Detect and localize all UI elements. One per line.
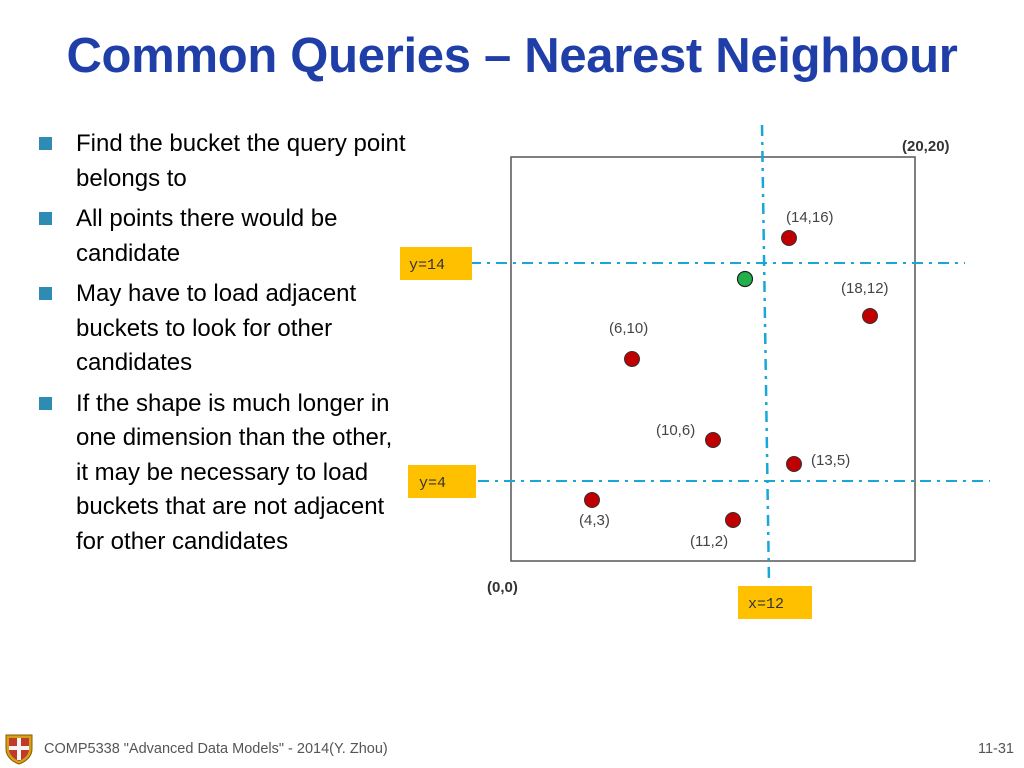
bullet-item: All points there would be candidate [38, 202, 408, 271]
data-point [786, 456, 802, 472]
data-point [584, 492, 600, 508]
bullet-item: May have to load adjacent buckets to loo… [38, 277, 408, 381]
page-number: 11-31 [977, 741, 1014, 757]
square-bullet-icon [39, 287, 52, 300]
point-label: (6,10) [609, 320, 648, 337]
data-space-boundary [510, 156, 916, 562]
data-point [781, 230, 797, 246]
bullet-text: All points there would be candidate [76, 205, 338, 267]
bullet-text: May have to load adjacent buckets to loo… [76, 280, 357, 376]
bullet-item: Find the bucket the query point belongs … [38, 127, 408, 196]
split-label-y14: y=14 [409, 257, 445, 274]
split-label-x12: x=12 [748, 596, 784, 613]
point-label: (18,12) [841, 280, 889, 297]
slide-title: Common Queries – Nearest Neighbour [66, 29, 958, 83]
split-label-box-y14 [400, 247, 472, 280]
corner-label-bottom-left: (0,0) [487, 579, 518, 596]
data-point [725, 512, 741, 528]
bullet-text: If the shape is much longer in one dimen… [76, 389, 393, 555]
split-label-y4: y=4 [419, 475, 446, 492]
point-label: (4,3) [579, 512, 610, 529]
split-label-box-y4 [408, 465, 476, 498]
point-label: (13,5) [811, 452, 850, 469]
split-line-x12 [760, 124, 771, 584]
square-bullet-icon [39, 396, 52, 410]
split-label-box-x12 [738, 586, 812, 619]
point-label: (10,6) [656, 422, 695, 439]
query-point [736, 270, 754, 288]
data-point [705, 432, 721, 448]
point-label: (14,16) [786, 209, 834, 226]
point-label: (11,2) [690, 533, 728, 550]
bullet-text: Find the bucket the query point belongs … [76, 130, 406, 192]
bullet-list: Find the bucket the query point belongs … [38, 127, 408, 565]
corner-label-top-right: (20,20) [902, 138, 950, 155]
data-point [862, 308, 878, 324]
footer-course-text: COMP5338 "Advanced Data Models" - 2014(Y… [44, 741, 388, 757]
university-crest-icon [5, 734, 33, 765]
square-bullet-icon [39, 137, 52, 150]
bullet-item: If the shape is much longer in one dimen… [38, 387, 408, 560]
square-bullet-icon [39, 212, 52, 225]
data-point [624, 351, 640, 367]
